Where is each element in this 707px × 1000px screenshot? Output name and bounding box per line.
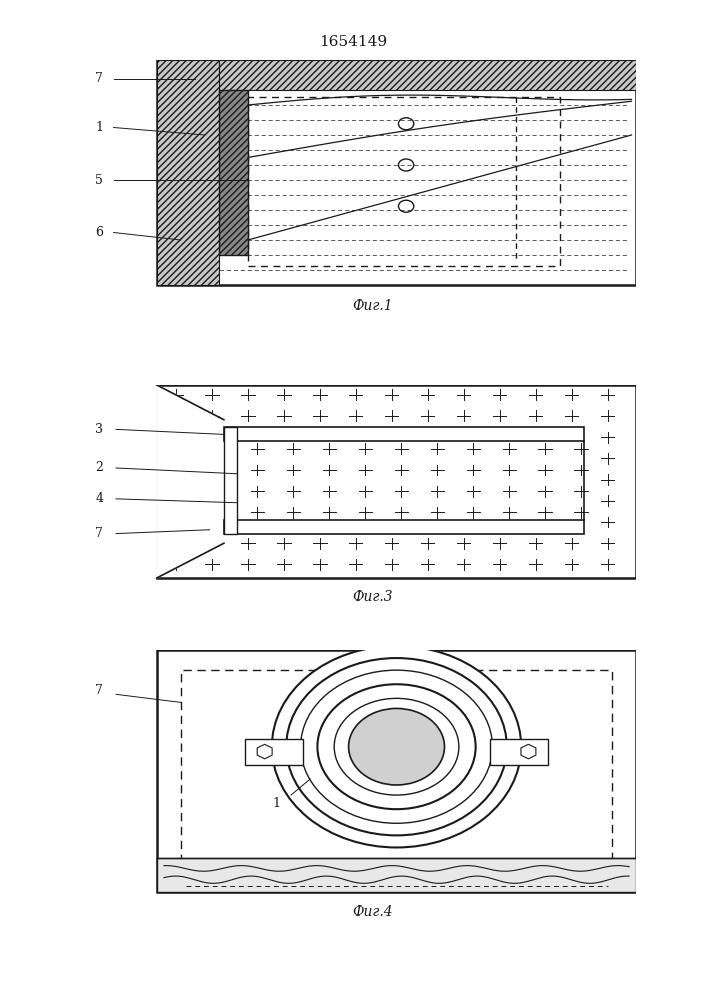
Polygon shape [157,385,224,578]
Text: 7: 7 [95,527,103,540]
Text: 2: 2 [95,461,103,474]
Bar [245,739,303,765]
Text: 5: 5 [95,174,103,186]
Bar [157,385,636,578]
Bar [157,858,636,892]
Bar [157,650,636,892]
Bar [219,90,248,255]
Text: 4: 4 [95,492,103,505]
Bar [157,60,219,285]
Bar [219,60,636,90]
Bar [238,441,583,520]
Bar [224,427,238,534]
Text: Фиг.3: Фиг.3 [352,590,393,604]
Text: 3: 3 [95,423,103,436]
Text: 6: 6 [95,226,103,239]
Text: 1: 1 [95,121,103,134]
Text: 7: 7 [95,72,103,85]
Bar [157,60,636,285]
Ellipse shape [349,708,445,785]
Bar [490,739,548,765]
Text: 1: 1 [273,797,281,810]
Bar [224,520,583,534]
Bar [224,427,583,441]
Text: 1654149: 1654149 [320,35,387,49]
Text: Фиг.4: Фиг.4 [352,905,393,919]
Text: Фиг.1: Фиг.1 [352,299,393,313]
Text: 7: 7 [95,684,103,697]
Ellipse shape [272,646,521,847]
